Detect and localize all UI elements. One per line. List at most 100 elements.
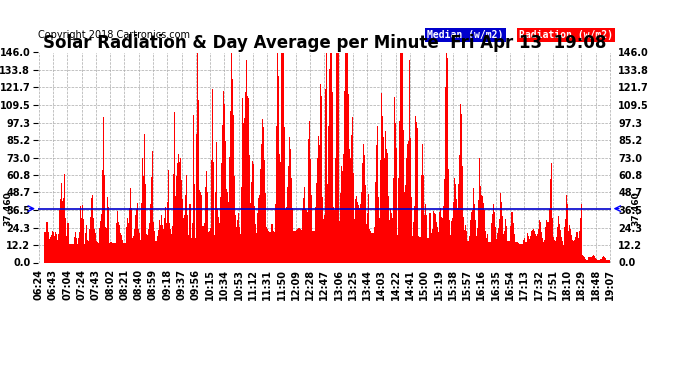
Bar — [217, 209, 218, 262]
Bar — [566, 169, 567, 262]
Bar — [322, 197, 323, 262]
Bar — [467, 241, 468, 262]
Bar — [452, 218, 453, 262]
Bar — [251, 183, 252, 262]
Bar — [273, 231, 274, 262]
Bar — [437, 227, 438, 262]
Bar — [556, 237, 557, 262]
Bar — [165, 207, 166, 262]
Bar — [203, 226, 204, 262]
Bar — [118, 222, 119, 262]
Bar — [51, 236, 52, 262]
Bar — [145, 184, 146, 262]
Bar — [543, 242, 544, 262]
Bar — [557, 227, 558, 262]
Bar — [70, 244, 72, 262]
Bar — [595, 258, 596, 262]
Bar — [348, 94, 349, 262]
Bar — [431, 233, 432, 262]
Bar — [393, 138, 394, 262]
Bar — [189, 204, 190, 262]
Bar — [111, 242, 112, 262]
Bar — [277, 53, 278, 262]
Bar — [220, 197, 221, 262]
Bar — [219, 231, 220, 262]
Bar — [509, 241, 510, 262]
Bar — [492, 214, 493, 262]
Bar — [558, 216, 559, 262]
Bar — [462, 165, 463, 262]
Text: 37.460: 37.460 — [3, 191, 12, 226]
Bar — [538, 230, 539, 262]
Bar — [192, 223, 193, 262]
Bar — [300, 229, 301, 262]
Bar — [585, 260, 586, 262]
Bar — [228, 187, 230, 262]
Bar — [113, 243, 114, 262]
Bar — [602, 256, 603, 262]
Bar — [551, 193, 552, 262]
Bar — [416, 123, 417, 262]
Bar — [48, 232, 49, 262]
Bar — [404, 192, 405, 262]
Bar — [91, 198, 92, 262]
Bar — [472, 210, 473, 262]
Bar — [151, 177, 152, 262]
Bar — [78, 238, 79, 262]
Bar — [225, 141, 226, 262]
Bar — [319, 84, 321, 262]
Bar — [537, 238, 538, 262]
Bar — [231, 53, 232, 262]
Bar — [248, 99, 249, 262]
Bar — [463, 217, 464, 262]
Bar — [407, 144, 408, 262]
Bar — [439, 222, 440, 262]
Bar — [275, 204, 276, 262]
Bar — [475, 231, 476, 262]
Bar — [120, 232, 121, 262]
Bar — [553, 237, 554, 262]
Bar — [152, 189, 153, 262]
Bar — [336, 53, 337, 262]
Bar — [539, 220, 540, 262]
Bar — [236, 227, 237, 262]
Bar — [544, 240, 545, 262]
Bar — [85, 233, 86, 262]
Bar — [588, 258, 589, 262]
Bar — [215, 192, 216, 262]
Bar — [164, 218, 165, 262]
Bar — [208, 232, 209, 262]
Bar — [296, 231, 297, 262]
Bar — [512, 197, 513, 262]
Bar — [133, 236, 134, 262]
Bar — [241, 115, 242, 262]
Bar — [114, 243, 115, 262]
Bar — [115, 243, 116, 262]
Bar — [160, 225, 161, 262]
Bar — [510, 226, 511, 262]
Bar — [288, 166, 289, 262]
Bar — [587, 260, 588, 262]
Bar — [559, 224, 560, 262]
Bar — [499, 219, 500, 262]
Bar — [445, 133, 446, 262]
Bar — [213, 162, 214, 262]
Bar — [250, 193, 251, 262]
Bar — [511, 212, 512, 262]
Bar — [434, 213, 435, 262]
Bar — [429, 213, 430, 262]
Bar — [430, 188, 431, 262]
Bar — [244, 105, 245, 262]
Bar — [106, 228, 107, 262]
Bar — [291, 178, 292, 262]
Bar — [446, 53, 447, 262]
Bar — [565, 219, 566, 262]
Bar — [180, 158, 181, 262]
Bar — [438, 232, 439, 262]
Bar — [532, 230, 533, 262]
Bar — [185, 195, 186, 262]
Bar — [474, 204, 475, 262]
Bar — [100, 221, 101, 262]
Bar — [481, 195, 482, 262]
Bar — [333, 207, 334, 262]
